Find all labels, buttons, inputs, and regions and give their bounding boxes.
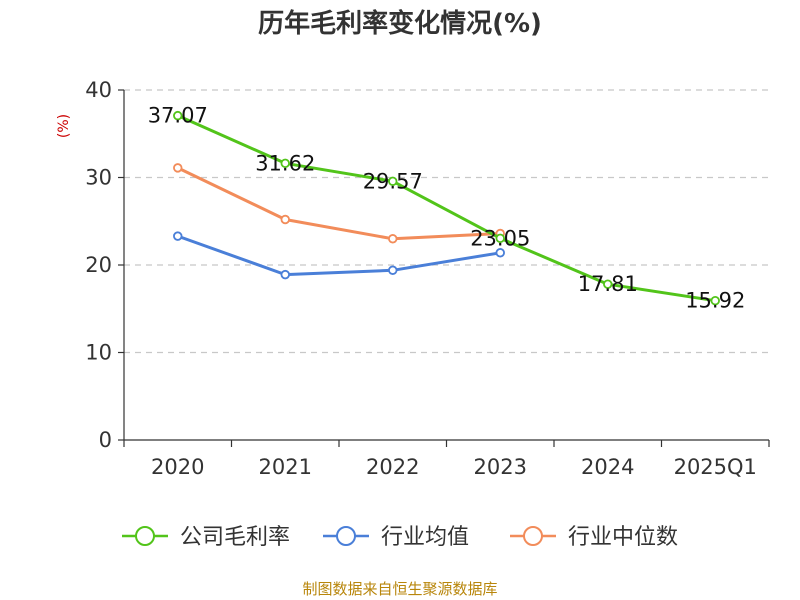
chart-title: 历年毛利率变化情况(%) [258,8,542,39]
data-label: 23.05 [470,226,530,250]
data-label: 17.81 [578,272,638,296]
source-note: 制图数据来自恒生聚源数据库 [302,580,497,598]
data-label: 31.62 [255,151,315,175]
x-tick-label: 2020 [151,455,204,479]
data-point [388,234,398,244]
series-line [177,234,501,277]
data-point [495,233,505,244]
legend-marker [336,526,356,546]
y-tick-label: 20 [85,253,112,277]
data-labels: 37.07 31.62 29.57 23.05 17.81 15.92 [148,104,746,313]
x-tick-label: 2021 [259,455,312,479]
data-label: 37.07 [148,104,208,128]
y-tick-label: 10 [85,341,112,365]
series-group [173,110,720,306]
legend-marker [135,526,155,546]
data-point [173,231,183,241]
data-point [280,158,290,169]
x-tick-label: 2024 [581,455,634,479]
x-tick-label: 2025Q1 [674,455,757,479]
legend-label: 行业中位数 [568,525,678,550]
axes: 0 10 20 30 40 2020 2021 2022 2023 2024 2025Q1 [85,78,770,479]
data-point [280,214,290,225]
data-point [173,110,183,121]
legend-label: 行业均值 [381,525,469,550]
legend-label: 公司毛利率 [180,525,290,550]
x-tick-label: 2023 [474,455,527,479]
legend-marker [523,526,543,546]
y-tick-label: 40 [85,78,112,102]
y-tick-label: 30 [85,166,112,190]
data-label: 29.57 [363,169,423,193]
legend[interactable]: 公司毛利率 行业均值 行业中位数 [122,525,678,550]
data-label: 15.92 [685,289,745,313]
data-point [710,296,720,306]
data-point [603,279,613,289]
grid-lines [124,89,769,354]
y-axis-unit: (%) [56,114,72,138]
x-tick-label: 2022 [366,455,419,479]
y-tick-label: 0 [99,428,112,452]
data-point [173,163,183,173]
series-line [177,114,716,303]
data-point [388,176,398,186]
data-point [280,269,290,280]
data-point [495,248,505,258]
series-line [177,166,501,241]
data-point [388,265,398,275]
